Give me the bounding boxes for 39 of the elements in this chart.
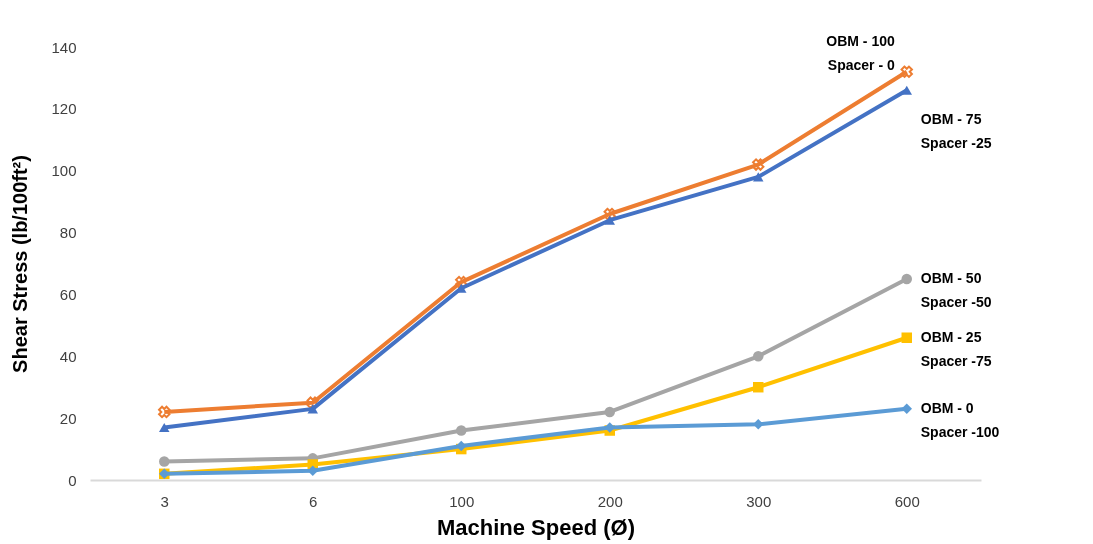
point (456, 425, 467, 436)
x-axis-title: Machine Speed (Ø) (436, 514, 636, 540)
y-tick-label: 80 (59, 224, 77, 242)
y-tick-label: 100 (51, 162, 77, 180)
point (901, 332, 912, 343)
series-label: OBM - 25 Spacer -75 (920, 328, 992, 369)
x-tick-label: 600 (894, 492, 920, 510)
x-tick-label: 6 (309, 492, 318, 510)
point (603, 207, 616, 221)
point (900, 65, 913, 78)
point (455, 275, 468, 289)
point (604, 215, 615, 225)
series-label: OBM - 0 Spacer -100 (920, 399, 1000, 440)
y-tick-label: 140 (51, 38, 77, 56)
series-label: OBM - 100 Spacer - 0 (826, 32, 895, 73)
x-tick-label: 3 (160, 492, 169, 510)
x-tick-label: 300 (746, 492, 772, 510)
y-axis-title: Shear Stress (lb/100ft²) (9, 155, 32, 373)
point (159, 422, 170, 432)
x-tick-label: 100 (449, 492, 475, 510)
point (752, 158, 765, 171)
y-tick-label: 0 (68, 471, 77, 489)
x-tick-label: 200 (597, 492, 623, 510)
y-tick-label: 20 (59, 409, 77, 427)
point (159, 456, 170, 467)
y-tick-label: 120 (51, 100, 77, 118)
point (901, 85, 912, 95)
y-tick-label: 60 (59, 285, 77, 303)
point (901, 403, 912, 415)
series-label: OBM - 50 Spacer -50 (920, 269, 992, 310)
point (901, 273, 912, 285)
point (604, 406, 615, 418)
point (753, 419, 764, 430)
point (158, 405, 171, 419)
series-label: OBM - 75 Spacer -25 (920, 111, 992, 152)
point (753, 381, 764, 393)
point (753, 351, 764, 362)
point (307, 404, 318, 414)
y-tick-label: 40 (59, 347, 77, 365)
